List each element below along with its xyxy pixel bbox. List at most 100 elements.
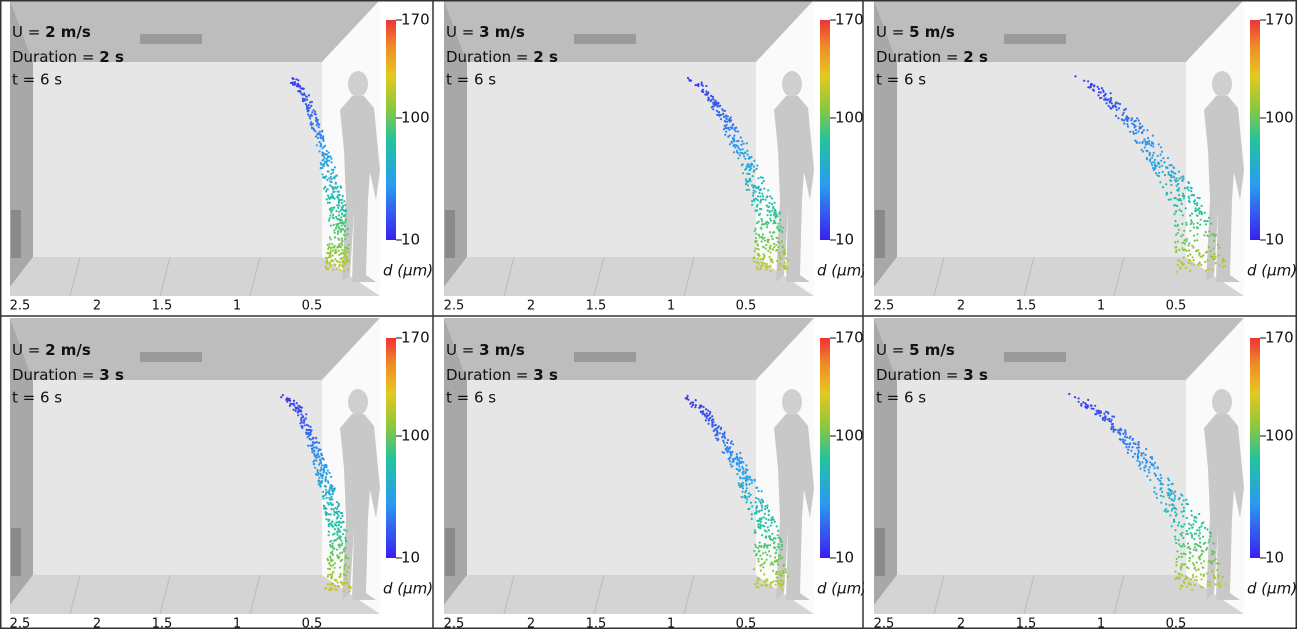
colorbar-label: d (μm) — [383, 262, 433, 280]
particle — [760, 208, 763, 211]
particle — [1217, 254, 1220, 257]
particle — [337, 218, 340, 221]
particle — [345, 260, 348, 263]
particle — [336, 501, 339, 504]
particle — [327, 525, 330, 528]
particle — [326, 156, 329, 159]
particle — [1189, 253, 1192, 256]
particle — [778, 211, 781, 214]
particle — [735, 467, 738, 471]
particle — [1198, 210, 1201, 213]
particle — [346, 581, 349, 585]
particle — [1107, 104, 1110, 108]
particle — [692, 401, 695, 404]
particle — [1130, 449, 1133, 452]
particle — [293, 404, 296, 407]
particle — [1169, 179, 1173, 182]
particle — [768, 550, 771, 553]
particle — [302, 421, 306, 424]
particle — [1181, 179, 1184, 182]
particle — [313, 459, 316, 462]
particle — [313, 450, 316, 453]
particle — [746, 475, 749, 478]
particle — [1174, 241, 1177, 244]
particle — [341, 583, 344, 586]
particle — [1188, 249, 1191, 252]
particle — [778, 241, 781, 244]
particle — [343, 589, 346, 592]
particle — [328, 567, 331, 571]
particle — [748, 172, 751, 175]
particle — [319, 448, 322, 451]
particle — [1126, 451, 1129, 454]
particle — [312, 109, 315, 112]
particle — [333, 166, 337, 169]
particle — [716, 433, 719, 437]
particle — [734, 127, 737, 130]
particle — [345, 570, 349, 573]
label: U = — [876, 23, 904, 41]
particle — [1217, 583, 1220, 586]
particle — [731, 126, 734, 130]
particle — [325, 518, 328, 521]
axis-tick-label: 0.5 — [736, 299, 757, 314]
particle — [776, 534, 779, 537]
particle — [344, 538, 347, 542]
particle — [728, 143, 731, 146]
particle — [1212, 257, 1215, 260]
particle — [761, 261, 764, 264]
particle — [719, 104, 722, 107]
particle — [739, 136, 742, 139]
particle — [330, 498, 333, 501]
particle — [1084, 405, 1087, 408]
particle — [343, 230, 346, 233]
particle — [760, 490, 763, 493]
particle — [326, 194, 330, 197]
particle — [741, 490, 744, 493]
particle — [1190, 514, 1193, 517]
particle — [762, 256, 765, 259]
axis-tick-label: 1.5 — [1016, 617, 1037, 630]
particle — [1188, 242, 1191, 245]
particle — [1200, 263, 1203, 267]
particle — [330, 524, 333, 527]
particle — [1175, 564, 1178, 567]
label: U = — [876, 341, 904, 359]
vent — [140, 34, 202, 44]
particle — [719, 428, 722, 431]
particle — [332, 268, 335, 271]
duration: 2 s — [533, 48, 558, 66]
time-label: t = 6 s — [446, 71, 496, 89]
particle — [330, 211, 333, 214]
particle — [763, 525, 766, 528]
particle — [1183, 523, 1186, 526]
particle — [1150, 161, 1153, 164]
particle — [321, 457, 324, 460]
particle — [760, 504, 763, 507]
particle — [1193, 202, 1196, 205]
particle — [755, 232, 758, 235]
particle — [322, 154, 325, 157]
time-label: t = 6 s — [876, 71, 926, 89]
particle — [755, 552, 758, 556]
particle — [714, 99, 717, 102]
particle — [1136, 455, 1139, 458]
particle — [1204, 269, 1208, 272]
particle — [779, 537, 782, 540]
particle — [761, 220, 764, 223]
particle — [763, 573, 766, 576]
particle — [759, 564, 762, 567]
particle — [1178, 208, 1181, 211]
particle — [317, 483, 320, 486]
particle — [316, 118, 319, 121]
particle — [337, 521, 340, 524]
particle — [1181, 241, 1184, 245]
particle — [1195, 516, 1198, 519]
particle — [321, 163, 324, 166]
particle — [331, 187, 335, 190]
particle — [732, 144, 735, 148]
particle — [325, 260, 328, 264]
axis-tick-label: 2 — [527, 617, 535, 630]
particle — [765, 530, 768, 533]
particle — [314, 130, 317, 133]
